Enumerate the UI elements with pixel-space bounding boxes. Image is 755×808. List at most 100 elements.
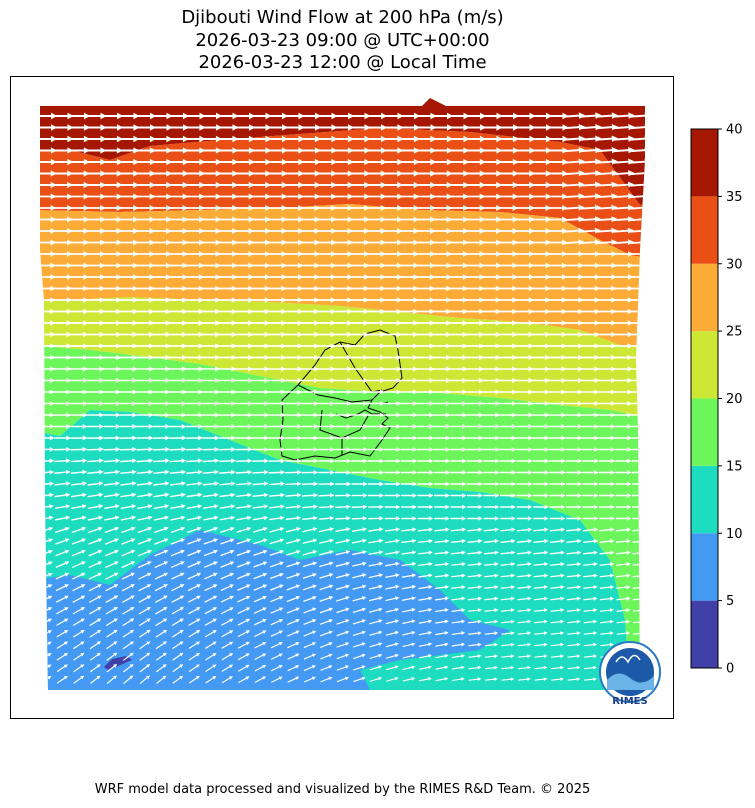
wind-vector-arrow <box>134 158 156 166</box>
wind-vector-arrow <box>40 170 57 177</box>
wind-vector-arrow <box>435 677 449 682</box>
wind-vector-arrow <box>89 629 102 638</box>
wind-vector-arrow <box>234 308 254 315</box>
wind-vector-arrow <box>40 331 56 338</box>
wind-vector-arrow <box>187 538 202 545</box>
wind-vector-arrow <box>302 527 318 533</box>
wind-vector-arrow <box>251 343 270 349</box>
wind-vector-arrow <box>202 435 220 441</box>
wind-vector-arrow <box>467 550 483 555</box>
wind-vector-arrow <box>433 389 451 395</box>
wind-vector-arrow <box>106 675 117 684</box>
wind-vector-arrow <box>331 112 355 120</box>
wind-vector-arrow <box>136 389 154 395</box>
wind-vector-arrow <box>550 654 565 659</box>
wind-vector-arrow <box>595 146 618 154</box>
wind-vector-arrow <box>599 527 615 532</box>
wind-vector-arrow <box>399 320 419 326</box>
wind-vector-arrow <box>299 181 321 189</box>
wind-vector-arrow <box>613 251 634 257</box>
wind-vector-arrow <box>548 331 567 338</box>
wind-vector-arrow <box>468 642 482 647</box>
wind-vector-arrow <box>414 170 437 177</box>
wind-vector-arrow <box>100 124 124 131</box>
wind-vector-arrow <box>465 354 485 361</box>
wind-vector-arrow <box>166 112 190 120</box>
wind-vector-arrow <box>136 492 153 498</box>
wind-vector-arrow <box>450 458 467 464</box>
wind-vector-arrow <box>530 181 552 189</box>
wind-vector-arrow <box>283 274 304 280</box>
wind-vector-arrow <box>216 124 239 131</box>
wind-vector-arrow <box>450 538 467 544</box>
wind-vector-arrow <box>318 504 335 510</box>
wind-vector-arrow <box>183 124 206 131</box>
wind-vector-arrow <box>546 147 569 154</box>
wind-vector-arrow <box>464 193 486 200</box>
wind-vector-arrow <box>123 664 134 673</box>
wind-vector-arrow <box>613 308 634 315</box>
wind-vector-arrow <box>269 538 285 545</box>
wind-vector-arrow <box>383 354 402 361</box>
wind-vector-arrow <box>102 354 122 361</box>
wind-vector-arrow <box>483 470 500 475</box>
wind-vector-arrow <box>40 274 56 280</box>
wind-vector-arrow <box>450 481 467 487</box>
wind-vector-arrow <box>40 285 56 292</box>
wind-vector-arrow <box>385 630 400 636</box>
wind-vector-arrow <box>501 642 515 647</box>
wind-vector-arrow <box>480 112 503 120</box>
wind-vector-arrow <box>67 124 91 131</box>
wind-vector-arrow <box>401 584 417 590</box>
wind-vector-arrow <box>496 112 520 120</box>
wind-vector-arrow <box>87 504 104 510</box>
wind-vector-arrow <box>286 549 301 556</box>
wind-vector-arrow <box>119 412 138 418</box>
wind-vector-arrow <box>253 549 268 557</box>
wind-vector-arrow <box>202 446 220 452</box>
wind-vector-arrow <box>564 320 584 326</box>
wind-vector-arrow <box>447 158 470 166</box>
wind-vector-arrow <box>599 550 615 555</box>
colorbar-segment <box>691 196 718 264</box>
wind-vector-arrow <box>169 412 187 418</box>
wind-vector-arrow <box>84 135 107 143</box>
wind-vector-arrow <box>52 308 73 315</box>
wind-vector-arrow <box>549 447 566 452</box>
wind-vector-arrow <box>565 412 583 418</box>
wind-vector-arrow <box>84 170 107 177</box>
wind-vector-arrow <box>119 389 138 395</box>
wind-vector-arrow <box>464 239 486 246</box>
wind-vector-arrow <box>548 412 567 418</box>
wind-vector-arrow <box>383 343 402 349</box>
wind-vector-arrow <box>40 135 58 143</box>
wind-vector-arrow <box>365 170 387 177</box>
wind-vector-arrow <box>136 458 154 464</box>
wind-vector-arrow <box>135 343 155 349</box>
wind-vector-arrow <box>464 216 486 223</box>
wind-vector-arrow <box>499 412 517 418</box>
wind-vector-arrow <box>365 251 387 257</box>
wind-vector-arrow <box>268 424 286 429</box>
wind-vector-arrow <box>104 549 119 557</box>
wind-vector-arrow <box>204 584 218 592</box>
wind-vector-arrow <box>106 664 118 673</box>
wind-vector-arrow <box>498 331 518 338</box>
wind-vector-arrow <box>156 675 167 684</box>
wind-vector-arrow <box>302 584 317 591</box>
wind-vector-arrow <box>548 400 567 407</box>
wind-vector-arrow <box>614 412 633 418</box>
colorbar-segment <box>691 465 718 534</box>
wind-vector-arrow <box>534 608 548 613</box>
wind-vector-arrow <box>514 274 535 280</box>
wind-vector-arrow <box>136 481 154 486</box>
wind-vector-arrow <box>399 331 419 338</box>
wind-vector-arrow <box>500 527 516 532</box>
wind-vector-arrow <box>367 424 385 429</box>
wind-vector-arrow <box>567 619 581 624</box>
wind-vector-arrow <box>629 204 645 211</box>
wind-vector-arrow <box>418 573 433 578</box>
wind-vector-arrow <box>416 366 435 372</box>
wind-vector-arrow <box>315 124 338 131</box>
wind-vector-arrow <box>118 251 139 257</box>
